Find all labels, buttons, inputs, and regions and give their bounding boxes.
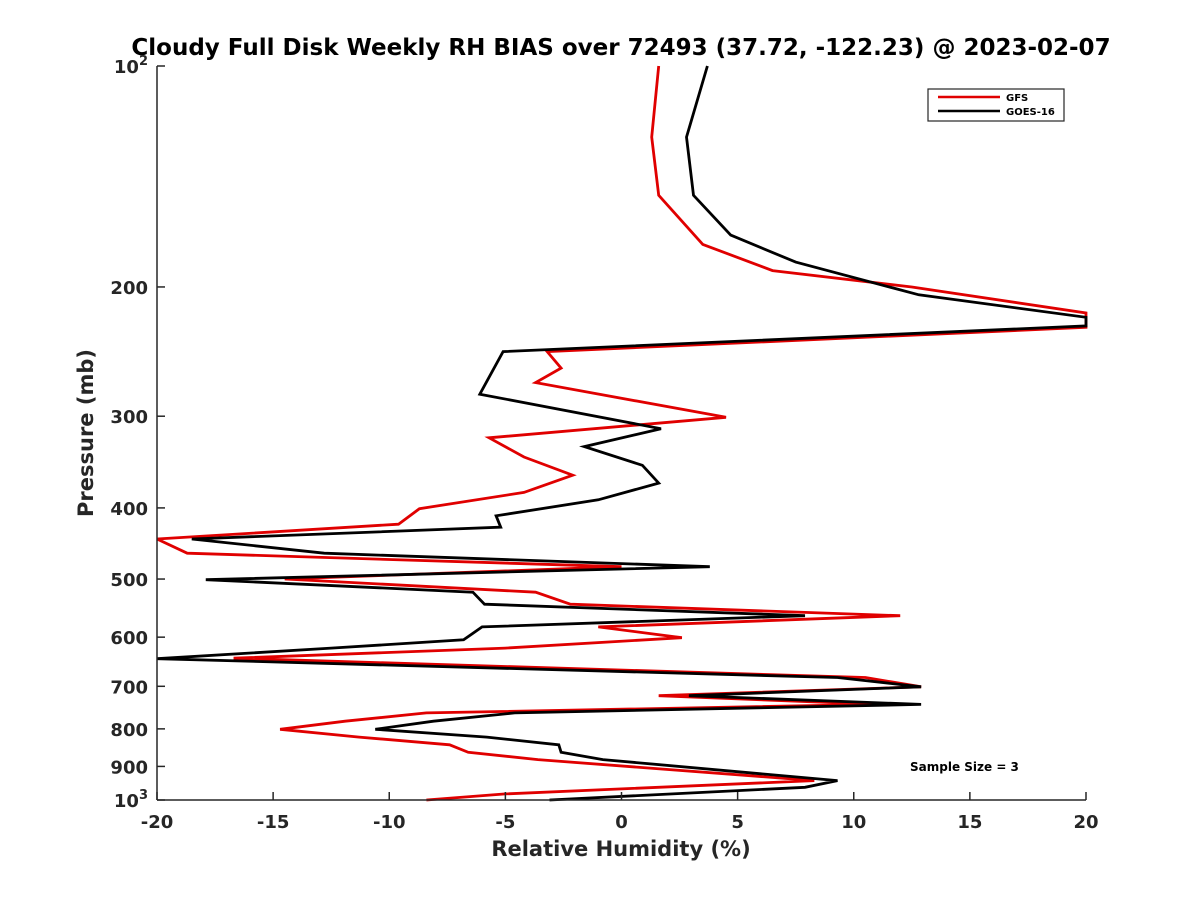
y-tick-label: 800 <box>110 720 148 741</box>
y-tick-label: 300 <box>110 407 148 428</box>
y-tick-label: 500 <box>110 570 148 591</box>
y-tick-label: 102 <box>114 54 148 78</box>
x-tick-label: 20 <box>1073 812 1098 833</box>
y-tick-label: 600 <box>110 628 148 649</box>
y-axis-label: Pressure (mb) <box>74 349 98 517</box>
legend-box <box>927 88 1065 122</box>
x-tick-label: -10 <box>373 812 406 833</box>
x-tick-label: -15 <box>257 812 290 833</box>
x-tick-label: 5 <box>731 812 744 833</box>
legend: GFS GOES-16 <box>927 88 1065 122</box>
y-tick-label: 400 <box>110 499 148 520</box>
x-tick-label: -5 <box>495 812 515 833</box>
x-tick-label: 10 <box>841 812 866 833</box>
y-tick-label: 700 <box>110 677 148 698</box>
series-line-goes16 <box>156 65 1088 802</box>
legend-label-goes16: GOES-16 <box>1006 107 1055 118</box>
y-tick-label: 200 <box>110 278 148 299</box>
x-tick-label: -20 <box>141 812 174 833</box>
sample-size-annotation: Sample Size = 3 <box>910 760 1019 774</box>
x-tick-label: 0 <box>615 812 628 833</box>
y-ticks: 102 200 300 400 500 600 700 800 900 103 <box>110 54 165 812</box>
x-tick-label: 15 <box>957 812 982 833</box>
y-tick-label: 103 <box>114 788 148 812</box>
chart-title: Cloudy Full Disk Weekly RH BIAS over 724… <box>131 35 1110 61</box>
y-tick-label: 900 <box>110 757 148 778</box>
series-layer <box>156 65 1088 802</box>
plot-area <box>157 66 1086 800</box>
x-ticks: -20 -15 -10 -5 0 5 10 15 20 <box>141 792 1099 833</box>
x-axis-label: Relative Humidity (%) <box>491 837 750 861</box>
legend-label-gfs: GFS <box>1006 93 1028 104</box>
